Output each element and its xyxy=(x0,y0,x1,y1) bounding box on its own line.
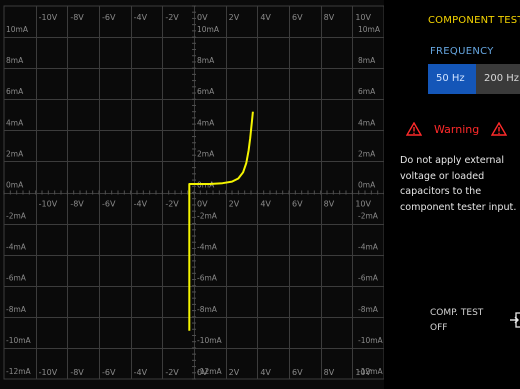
component-test-panel: COMPONENT TEST FREQUENCY 50 Hz 200 Hz Wa… xyxy=(384,0,520,389)
y-tick-label: -4mA xyxy=(197,243,218,252)
y-tick-label: 8mA xyxy=(6,56,24,65)
y-tick-label: 4mA xyxy=(197,118,215,127)
x-tick-label: 8V xyxy=(324,200,335,209)
x-tick-label: -8V xyxy=(70,200,84,209)
y-tick-label: 10mA xyxy=(6,25,29,34)
frequency-50hz-button[interactable]: 50 Hz xyxy=(428,64,476,94)
iv-trace xyxy=(188,111,254,331)
y-tick-label: 6mA xyxy=(358,87,376,96)
y-tick-label: -10mA xyxy=(197,336,223,345)
warning-message: Do not apply external voltage or loaded … xyxy=(400,155,517,213)
x-tick-label: 2V xyxy=(229,13,240,22)
exit-icon xyxy=(510,312,520,332)
x-tick-label: -8V xyxy=(70,13,84,22)
y-tick-label: -10mA xyxy=(358,336,384,345)
y-tick-label: -4mA xyxy=(358,243,379,252)
y-tick-label: -8mA xyxy=(6,305,27,314)
y-tick-label: 8mA xyxy=(358,56,376,65)
y-tick-label: -6mA xyxy=(6,274,27,283)
x-tick-label: 0V xyxy=(197,200,208,209)
y-tick-label: -8mA xyxy=(358,305,379,314)
comp-test-state: OFF xyxy=(430,323,448,333)
warning-triangle-icon xyxy=(491,122,508,136)
x-tick-label: 0V xyxy=(197,368,208,377)
x-tick-label: -10V xyxy=(39,13,58,22)
x-tick-label: -10V xyxy=(39,368,58,377)
x-tick-label: -4V xyxy=(134,13,148,22)
x-tick-label: -6V xyxy=(102,368,116,377)
y-tick-label: -6mA xyxy=(197,274,218,283)
y-tick-label: -12mA xyxy=(197,367,223,376)
y-tick-label: 4mA xyxy=(6,118,24,127)
x-tick-label: 0V xyxy=(197,13,208,22)
x-tick-label: 4V xyxy=(260,13,271,22)
x-tick-label: 4V xyxy=(260,368,271,377)
x-tick-label: -4V xyxy=(134,200,148,209)
frequency-label: FREQUENCY xyxy=(430,46,494,57)
x-tick-label: -2V xyxy=(165,200,179,209)
y-tick-label: 2mA xyxy=(358,149,376,158)
panel-title: COMPONENT TEST xyxy=(428,15,520,26)
warning-header: Warning xyxy=(406,118,518,140)
y-tick-label: -2mA xyxy=(358,212,379,221)
x-tick-label: -6V xyxy=(102,13,116,22)
x-tick-label: 6V xyxy=(292,368,303,377)
x-tick-label: 2V xyxy=(229,368,240,377)
frequency-200hz-button[interactable]: 200 Hz xyxy=(476,64,520,94)
y-tick-label: 2mA xyxy=(6,149,24,158)
y-tick-label: 2mA xyxy=(197,149,215,158)
y-tick-label: -4mA xyxy=(6,243,27,252)
x-tick-label: -8V xyxy=(70,368,84,377)
comp-test-off-button[interactable]: COMP. TEST OFF xyxy=(430,306,520,346)
xy-plot: -10V -8V -6V -4V -2V 0V 2V 4V 6V 8V 10V -10V -8V -6V -… xyxy=(3,5,384,380)
y-tick-label: -8mA xyxy=(197,305,218,314)
y-tick-label: 8mA xyxy=(197,56,215,65)
y-tick-label: -6mA xyxy=(358,274,379,283)
y-tick-label: 4mA xyxy=(358,118,376,127)
y-tick-label: 10mA xyxy=(358,25,381,34)
y-tick-label: -2mA xyxy=(6,212,27,221)
x-tick-label: 10V xyxy=(355,200,371,209)
y-tick-label: 6mA xyxy=(197,87,215,96)
y-tick-label: -10mA xyxy=(6,336,32,345)
x-tick-label: 10V xyxy=(355,368,371,377)
x-tick-label: -2V xyxy=(165,368,179,377)
x-tick-label: -4V xyxy=(134,368,148,377)
y-tick-label: -2mA xyxy=(197,212,218,221)
y-tick-label: 0mA xyxy=(358,180,376,189)
x-tick-label: 6V xyxy=(292,13,303,22)
x-tick-label: 4V xyxy=(260,200,271,209)
y-tick-label: 10mA xyxy=(197,25,220,34)
x-tick-label: 8V xyxy=(324,368,335,377)
y-tick-label: -12mA xyxy=(358,367,384,376)
x-tick-label: -2V xyxy=(165,13,179,22)
y-tick-label: 6mA xyxy=(6,87,24,96)
x-tick-label: 8V xyxy=(324,13,335,22)
x-tick-label: 10V xyxy=(355,13,371,22)
x-tick-label: -10V xyxy=(39,200,58,209)
x-tick-label: 2V xyxy=(229,200,240,209)
comp-test-label: COMP. TEST xyxy=(430,308,484,318)
y-tick-label: -12mA xyxy=(6,367,32,376)
warning-triangle-icon xyxy=(406,122,422,136)
x-tick-label: -6V xyxy=(102,200,116,209)
x-tick-label: 6V xyxy=(292,200,303,209)
y-tick-label: 0mA xyxy=(6,180,24,189)
warning-title: Warning xyxy=(434,122,480,136)
